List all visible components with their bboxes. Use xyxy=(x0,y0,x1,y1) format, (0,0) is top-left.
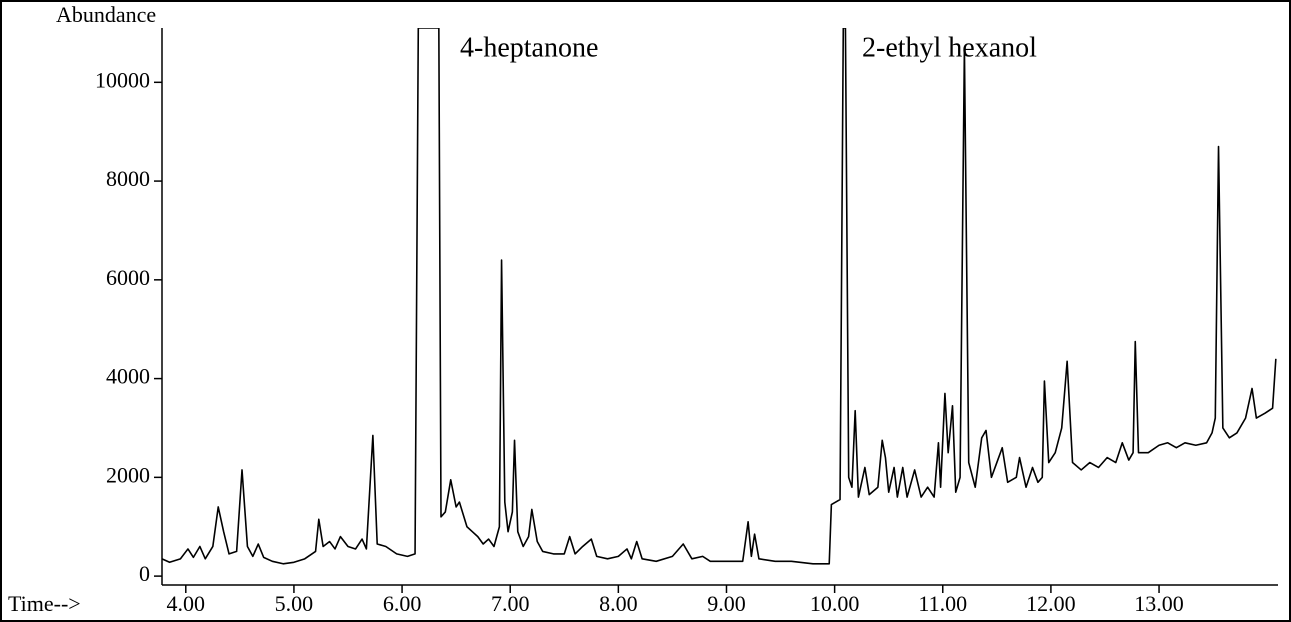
x-tick-label: 9.00 xyxy=(707,591,746,616)
y-tick-label: 8000 xyxy=(106,166,150,191)
y-tick-label: 10000 xyxy=(95,67,150,92)
x-tick-label: 5.00 xyxy=(275,591,314,616)
y-tick-label: 6000 xyxy=(106,265,150,290)
y-axis-label: Abundance xyxy=(56,2,156,27)
trace xyxy=(162,28,1277,565)
y-tick-label: 0 xyxy=(139,561,150,586)
x-tick-label: 13.00 xyxy=(1134,591,1184,616)
y-tick-label: 4000 xyxy=(106,364,150,389)
x-tick-label: 8.00 xyxy=(599,591,638,616)
x-tick-label: 12.00 xyxy=(1026,591,1076,616)
x-axis-label: Time--> xyxy=(8,591,81,616)
x-tick-label: 4.00 xyxy=(167,591,206,616)
annotation: 2-ethyl hexanol xyxy=(862,32,1037,63)
y-tick-label: 2000 xyxy=(106,462,150,487)
x-tick-label: 11.00 xyxy=(918,591,967,616)
x-tick-label: 7.00 xyxy=(491,591,530,616)
x-tick-label: 10.00 xyxy=(810,591,860,616)
x-tick-label: 6.00 xyxy=(383,591,422,616)
annotation: 4-heptanone xyxy=(460,32,598,63)
